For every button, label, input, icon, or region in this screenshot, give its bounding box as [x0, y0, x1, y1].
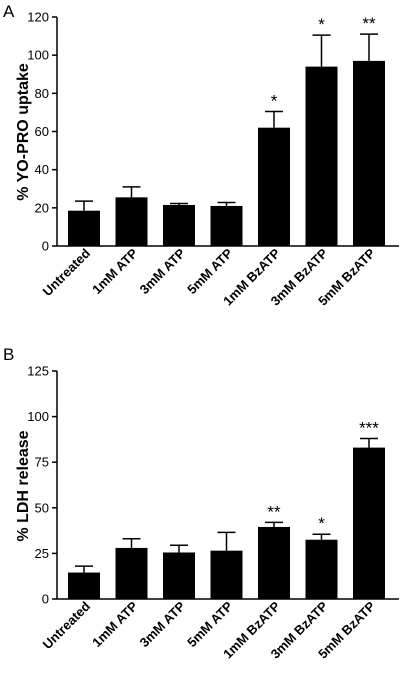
bar: [115, 547, 148, 599]
significance-label: *: [318, 514, 325, 533]
significance-label: **: [267, 502, 281, 521]
bar: [163, 204, 195, 246]
bar: [210, 205, 243, 246]
panel-b-chart: B % LDH release 0 25 50 75 100 125 Untreated1m…: [3, 345, 399, 662]
x-tick-label: 1mM ATP: [89, 598, 141, 650]
bar: [68, 210, 100, 246]
y-tick-label: 120: [27, 10, 49, 25]
bar: [258, 127, 290, 246]
y-tick-label: 80: [35, 86, 49, 101]
y-tick-label: 25: [35, 546, 49, 561]
significance-label: *: [318, 15, 325, 34]
y-tick-label: 60: [35, 124, 49, 139]
x-tick-label: 3mM ATP: [137, 598, 189, 650]
x-tick-label: Untreated: [40, 598, 94, 652]
y-tick-label: 100: [27, 48, 49, 63]
bar: [210, 550, 243, 599]
bar: [353, 447, 385, 599]
significance-label: **: [362, 14, 376, 33]
bar: [115, 197, 148, 246]
y-tick-label: 40: [35, 162, 49, 177]
y-tick-label: 20: [35, 200, 49, 215]
y-tick-label: 0: [42, 592, 49, 607]
y-tick-label: 0: [42, 239, 49, 254]
significance-label: *: [271, 91, 278, 110]
y-tick-label: 50: [35, 500, 49, 515]
x-tick-label: Untreated: [40, 245, 94, 299]
bar: [68, 572, 100, 599]
significance-label: ***: [359, 418, 379, 437]
bar: [305, 66, 338, 246]
bar: [258, 526, 290, 599]
y-tick-label: 100: [27, 409, 49, 424]
panel-letter: B: [3, 345, 14, 364]
y-tick-label: 75: [35, 455, 49, 470]
panel-a-chart: A % YO-PRO uptake 0 20 40 60 80 100 120 Untreat…: [3, 2, 399, 309]
bar: [305, 539, 338, 599]
x-tick-label: 3mM ATP: [137, 245, 189, 297]
bar: [163, 552, 195, 599]
y-axis-label: % YO-PRO uptake: [15, 63, 32, 201]
panel-letter: A: [3, 2, 15, 21]
y-tick-label: 125: [27, 364, 49, 379]
y-axis-label: % LDH release: [15, 430, 32, 541]
x-tick-label: 1mM ATP: [89, 245, 141, 297]
bar: [353, 60, 385, 247]
